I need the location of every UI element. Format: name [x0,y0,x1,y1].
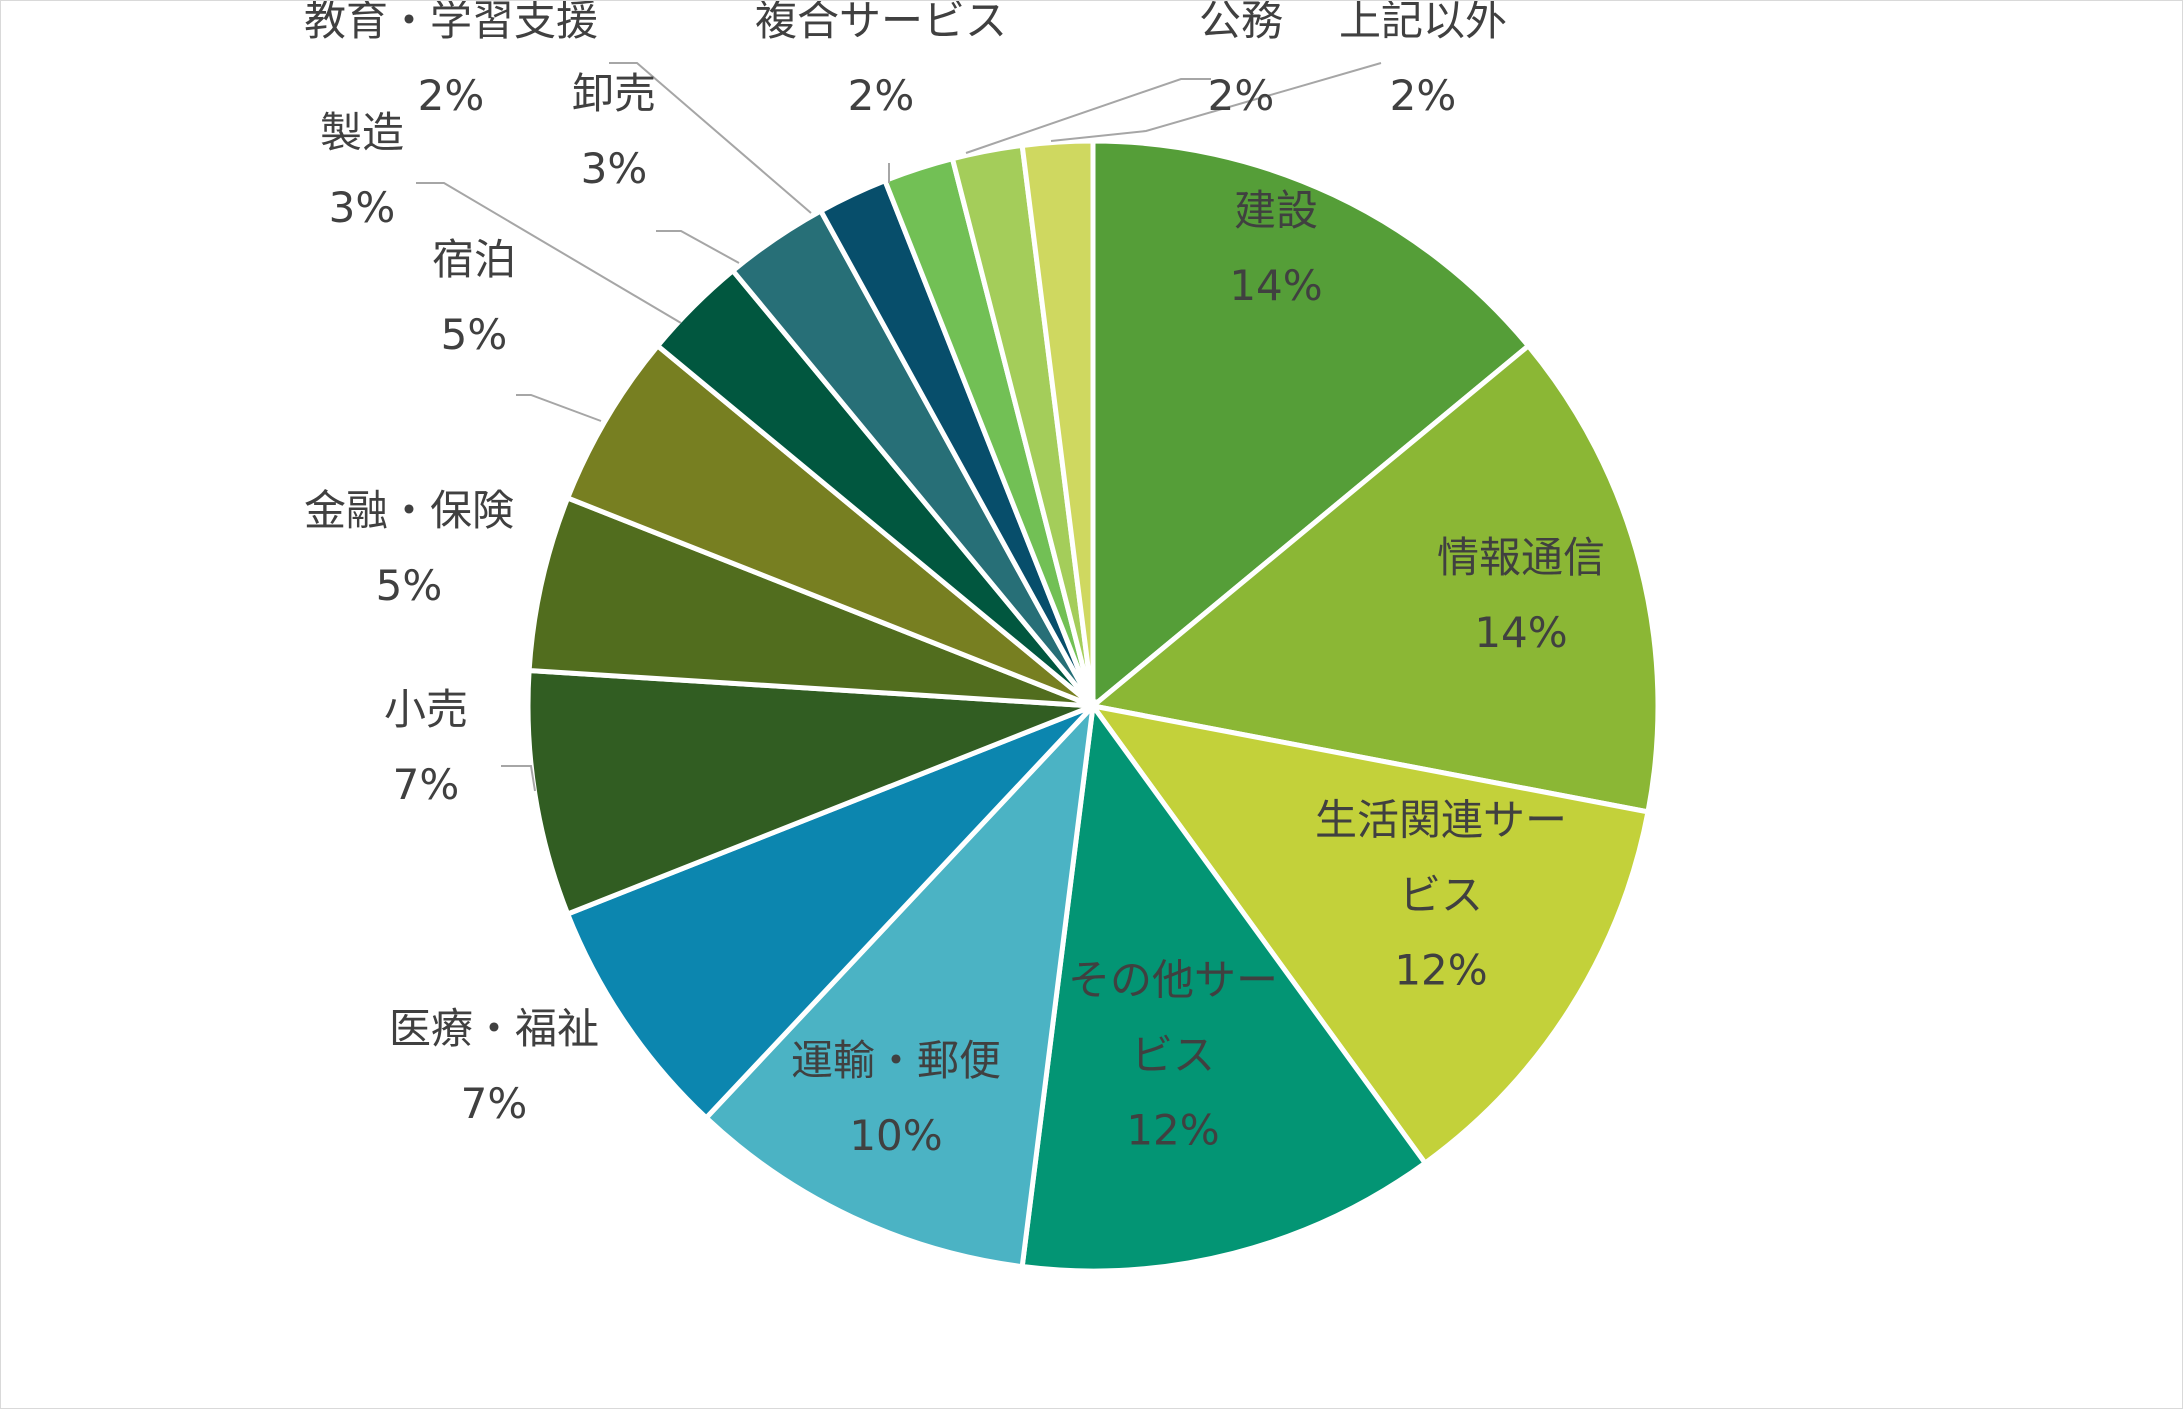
slice-category-label: 教育・学習支援 [304,1,598,45]
slice-percent-label: 3% [329,183,396,232]
pie-slice [1087,342,1661,815]
pie-slice [1019,138,1096,707]
slice-percent-label: 2% [848,71,915,120]
slice-percent-label: 7% [393,760,460,809]
slice-percent-label: 12% [1126,1106,1219,1155]
slice-percent-label: 14% [1229,261,1322,310]
slice-category-label: ビス [1399,871,1483,920]
slice-category-label: 小売 [384,685,468,734]
slice-category-label: 卸売 [572,69,656,118]
pie-slice [525,667,1094,918]
pie-slice [702,698,1097,1270]
slice-category-label: 複合サービス [755,1,1007,45]
slice-percent-label: 10% [849,1111,942,1160]
slice-category-label: 生活関連サー [1315,796,1567,845]
leader-line [501,765,536,792]
pie-slice [1019,699,1429,1274]
slice-category-label: 公務 [1199,1,1283,45]
slice-category-label: 建設 [1234,186,1318,235]
slice-category-label: 運輸・郵便 [791,1036,1001,1085]
slice-percent-label: 7% [461,1079,528,1128]
leader-line [656,230,740,264]
slice-percent-label: 5% [376,561,443,610]
slice-category-label: その他サー [1068,956,1278,1005]
pie-slice [1090,138,1532,712]
slice-category-label: 製造 [320,108,404,157]
pie-slice [526,494,1094,709]
slice-percent-label: 14% [1474,608,1567,657]
slice-percent-label: 3% [581,144,648,193]
slice-category-label: 宿泊 [432,235,516,284]
slice-percent-label: 2% [1390,71,1457,120]
pie-slice [564,342,1095,709]
leader-line [1050,62,1382,142]
slice-percent-label: 2% [418,71,485,120]
pie-slices [525,138,1661,1274]
pie-slice [1087,702,1651,1167]
leader-line [965,78,1211,154]
slice-category-label: ビス [1131,1031,1215,1080]
data-labels: 建設14%情報通信14%生活関連サービス12%その他サービス12%運輸・郵便10… [304,1,1605,1160]
slice-category-label: 情報通信 [1437,533,1605,582]
slice-percent-label: 2% [1208,71,1275,120]
slice-percent-label: 5% [441,310,508,359]
slice-category-label: 医療・福祉 [389,1004,599,1053]
pie-slice [564,703,1095,1122]
leader-line [609,62,812,214]
slice-category-label: 上記以外 [1339,1,1507,45]
slice-category-label: 金融・保険 [304,486,514,535]
leader-lines [416,62,1382,792]
leader-line [516,394,602,422]
slice-percent-label: 12% [1394,946,1487,995]
leader-line [416,182,682,324]
